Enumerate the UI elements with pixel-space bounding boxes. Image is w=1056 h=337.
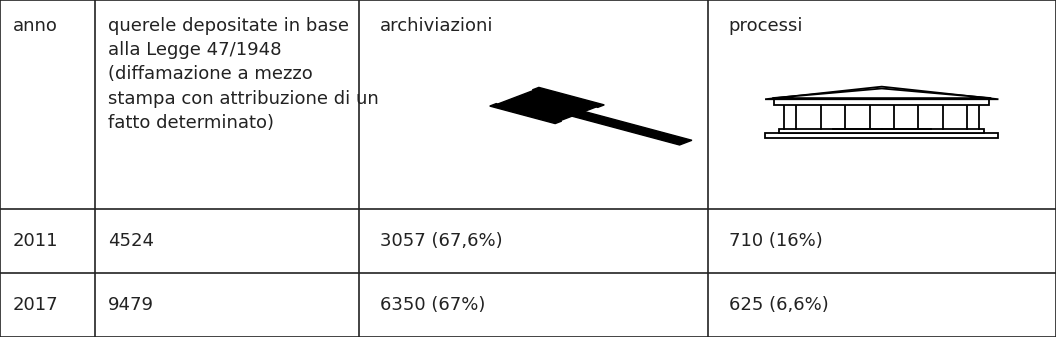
Text: 710 (16%): 710 (16%) [729, 232, 823, 250]
Polygon shape [532, 87, 604, 108]
Text: anno: anno [13, 17, 57, 35]
Text: 2011: 2011 [13, 232, 58, 250]
Text: 625 (6,6%): 625 (6,6%) [729, 296, 828, 314]
Text: 9479: 9479 [108, 296, 154, 314]
Polygon shape [572, 112, 692, 145]
Bar [765, 133, 999, 137]
Text: archiviazioni: archiviazioni [380, 17, 493, 35]
Text: 3057 (67,6%): 3057 (67,6%) [380, 232, 503, 250]
Text: querele depositate in base
alla Legge 47/1948
(diffamazione a mezzo
stampa con a: querele depositate in base alla Legge 47… [108, 17, 378, 132]
Text: 6350 (67%): 6350 (67%) [380, 296, 486, 314]
Polygon shape [490, 103, 562, 124]
Text: processi: processi [729, 17, 804, 35]
Text: 4524: 4524 [108, 232, 154, 250]
Polygon shape [765, 87, 999, 99]
Bar [779, 129, 984, 133]
Polygon shape [772, 89, 992, 98]
Text: 2017: 2017 [13, 296, 58, 314]
Bar [774, 99, 989, 105]
Polygon shape [497, 90, 597, 121]
